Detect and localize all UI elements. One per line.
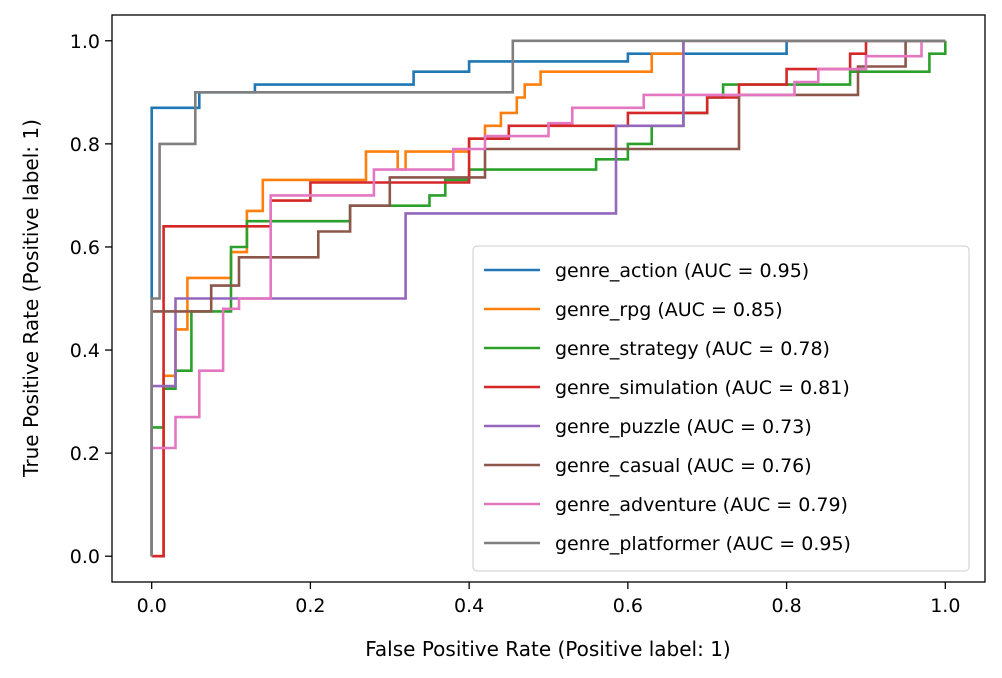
roc-curves bbox=[150, 39, 947, 558]
y-axis-label: True Positive Rate (Positive label: 1) bbox=[19, 119, 43, 478]
legend-entry-label: genre_platformer (AUC = 0.95) bbox=[555, 533, 851, 555]
roc-curve-6 bbox=[150, 39, 946, 557]
plot-frame bbox=[111, 14, 986, 583]
legend-entry-label: genre_simulation (AUC = 0.81) bbox=[555, 377, 850, 399]
y-tick-label: 0.4 bbox=[70, 340, 100, 362]
roc-curve-4 bbox=[150, 39, 946, 557]
y-tick-label: 0.2 bbox=[70, 443, 100, 465]
y-tick-label: 1.0 bbox=[70, 31, 100, 53]
legend-frame bbox=[472, 245, 970, 572]
legend-entry-label: genre_casual (AUC = 0.76) bbox=[555, 455, 812, 477]
x-tick-label: 0.6 bbox=[613, 595, 643, 617]
x-tick-label: 1.0 bbox=[930, 595, 960, 617]
legend-entry-label: genre_rpg (AUC = 0.85) bbox=[555, 299, 783, 321]
x-tick-label: 0.0 bbox=[137, 595, 167, 617]
x-axis-label: False Positive Rate (Positive label: 1) bbox=[365, 637, 731, 661]
y-tick-label: 0.8 bbox=[70, 134, 100, 156]
roc-curve-0 bbox=[150, 39, 946, 557]
legend-entry-label: genre_action (AUC = 0.95) bbox=[555, 260, 809, 282]
y-axis-ticks: 0.0 0.2 0.4 0.6 0.8 1.0 bbox=[70, 31, 112, 568]
y-tick-label: 0.6 bbox=[70, 237, 100, 259]
x-tick-label: 0.8 bbox=[771, 595, 801, 617]
legend-entry-label: genre_adventure (AUC = 0.79) bbox=[555, 494, 848, 516]
x-tick-label: 0.2 bbox=[295, 595, 325, 617]
y-tick-label: 0.0 bbox=[70, 546, 100, 568]
legend-entry-label: genre_puzzle (AUC = 0.73) bbox=[555, 416, 812, 438]
legend: genre_action (AUC = 0.95) genre_rpg (AUC … bbox=[472, 245, 970, 572]
x-axis-ticks: 0.0 0.2 0.4 0.6 0.8 1.0 bbox=[137, 582, 960, 617]
x-tick-label: 0.4 bbox=[454, 595, 484, 617]
roc-curve-5 bbox=[150, 39, 946, 557]
roc-curve-1 bbox=[151, 39, 946, 558]
roc-curve-7 bbox=[150, 39, 946, 557]
legend-entry-label: genre_strategy (AUC = 0.78) bbox=[555, 338, 830, 360]
